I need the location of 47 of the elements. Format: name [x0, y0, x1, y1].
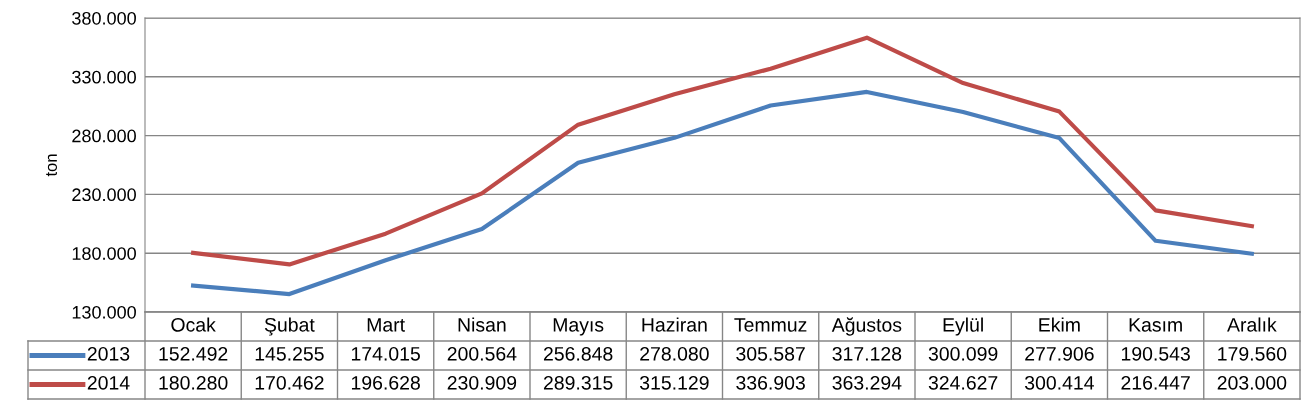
- x-tick-label: Eylül: [943, 317, 983, 336]
- y-tick-label: 280.000: [72, 129, 136, 143]
- data-label: 305.587: [736, 346, 805, 361]
- data-label: 278.080: [640, 346, 709, 361]
- data-label: 277.906: [1025, 346, 1094, 361]
- data-label: 256.848: [543, 346, 613, 361]
- data-label: 196.628: [351, 375, 420, 390]
- data-label: 174.015: [351, 346, 420, 361]
- x-tick-label: Haziran: [642, 317, 707, 332]
- data-label: 203.000: [1217, 375, 1287, 390]
- data-label: 170.462: [255, 375, 324, 390]
- x-tick-label: Temmuz: [734, 318, 807, 332]
- x-tick-label: Mayıs: [553, 318, 604, 336]
- data-label: 200.564: [447, 346, 517, 361]
- y-tick-label: 330.000: [72, 70, 136, 84]
- x-tick-label: Ekim: [1039, 317, 1080, 332]
- y-tick-label: 180.000: [72, 247, 136, 260]
- x-tick-label: Ocak: [171, 317, 216, 332]
- data-label: 180.280: [159, 375, 228, 390]
- y-tick-label: 380.000: [72, 11, 136, 25]
- data-label: 179.560: [1218, 346, 1287, 361]
- data-label: 190.543: [1121, 346, 1190, 361]
- legend-label: 2013: [87, 346, 130, 361]
- x-tick-label: Nisan: [458, 317, 506, 332]
- x-tick-label: Şubat: [264, 317, 315, 336]
- x-tick-label: Aralık: [1227, 317, 1277, 332]
- data-label: 289.315: [543, 375, 613, 390]
- data-label: 230.909: [447, 375, 517, 390]
- x-tick-label: Kasım: [1129, 318, 1182, 332]
- y-tick-label: 130.000: [72, 305, 136, 319]
- x-tick-label: Ağustos: [831, 317, 902, 336]
- data-label: 363.294: [832, 375, 902, 390]
- legend-label: 2014: [87, 375, 130, 390]
- data-label: 300.099: [928, 346, 998, 361]
- data-label: 145.255: [255, 346, 324, 361]
- data-label: 317.128: [832, 346, 902, 361]
- line-series: [191, 35, 1254, 267]
- data-label: 300.414: [1024, 375, 1094, 390]
- x-tick-label: Mart: [367, 318, 405, 332]
- data-label: 336.903: [736, 375, 805, 390]
- data-label: 315.129: [639, 375, 709, 390]
- y-axis-title: ton: [46, 154, 57, 177]
- line-series: [191, 89, 1254, 297]
- y-tick-label: 230.000: [72, 188, 136, 202]
- data-label: 324.627: [928, 375, 998, 390]
- data-label: 216.447: [1121, 375, 1190, 390]
- data-label: 152.492: [159, 346, 228, 361]
